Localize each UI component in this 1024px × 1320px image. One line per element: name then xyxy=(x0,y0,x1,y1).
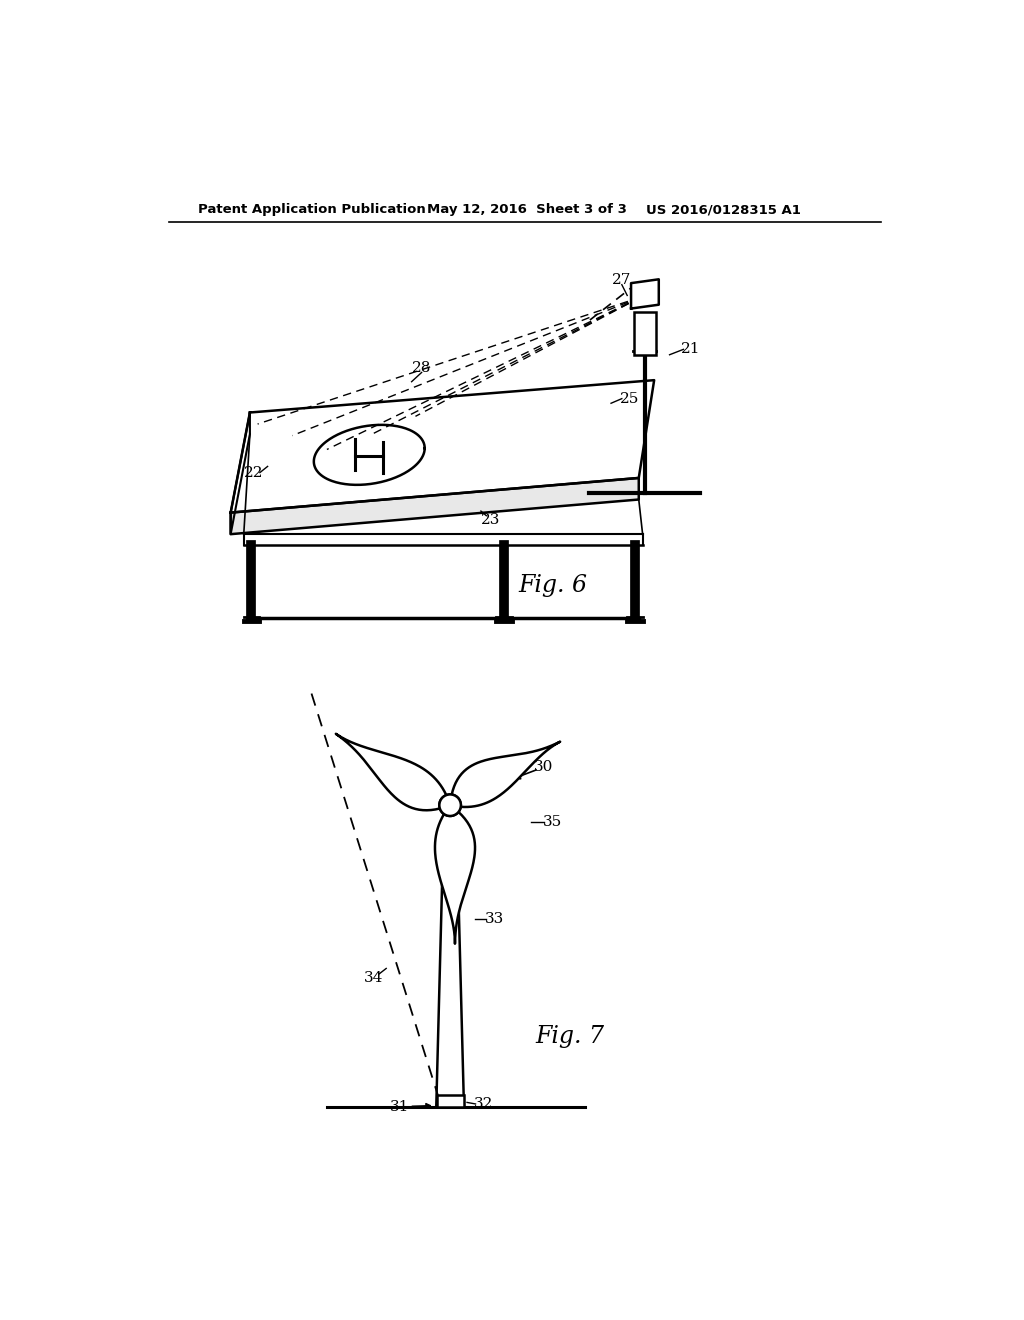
Polygon shape xyxy=(230,412,250,535)
Text: 31: 31 xyxy=(390,1100,410,1114)
Text: 33: 33 xyxy=(484,912,504,927)
Text: 21: 21 xyxy=(681,342,700,356)
Bar xyxy=(436,1094,464,1107)
Polygon shape xyxy=(436,813,464,1107)
Text: Patent Application Publication: Patent Application Publication xyxy=(199,203,426,216)
Text: 27: 27 xyxy=(612,273,632,286)
Text: 22: 22 xyxy=(244,466,263,479)
Text: 32: 32 xyxy=(473,1097,493,1111)
Text: 25: 25 xyxy=(620,392,639,405)
Circle shape xyxy=(439,795,461,816)
Text: 28: 28 xyxy=(412,360,431,375)
Text: Fig. 7: Fig. 7 xyxy=(535,1024,604,1048)
Text: US 2016/0128315 A1: US 2016/0128315 A1 xyxy=(646,203,802,216)
Text: 23: 23 xyxy=(481,513,501,527)
Text: 34: 34 xyxy=(364,972,383,986)
Circle shape xyxy=(439,795,461,816)
Polygon shape xyxy=(631,280,658,309)
Polygon shape xyxy=(230,380,654,512)
Polygon shape xyxy=(451,742,560,807)
Text: May 12, 2016  Sheet 3 of 3: May 12, 2016 Sheet 3 of 3 xyxy=(427,203,627,216)
Polygon shape xyxy=(435,805,475,944)
Polygon shape xyxy=(230,478,639,535)
Text: 35: 35 xyxy=(543,816,562,829)
Text: 30: 30 xyxy=(535,760,554,774)
Polygon shape xyxy=(336,734,451,810)
Text: Fig. 6: Fig. 6 xyxy=(518,574,587,597)
Bar xyxy=(634,313,655,355)
